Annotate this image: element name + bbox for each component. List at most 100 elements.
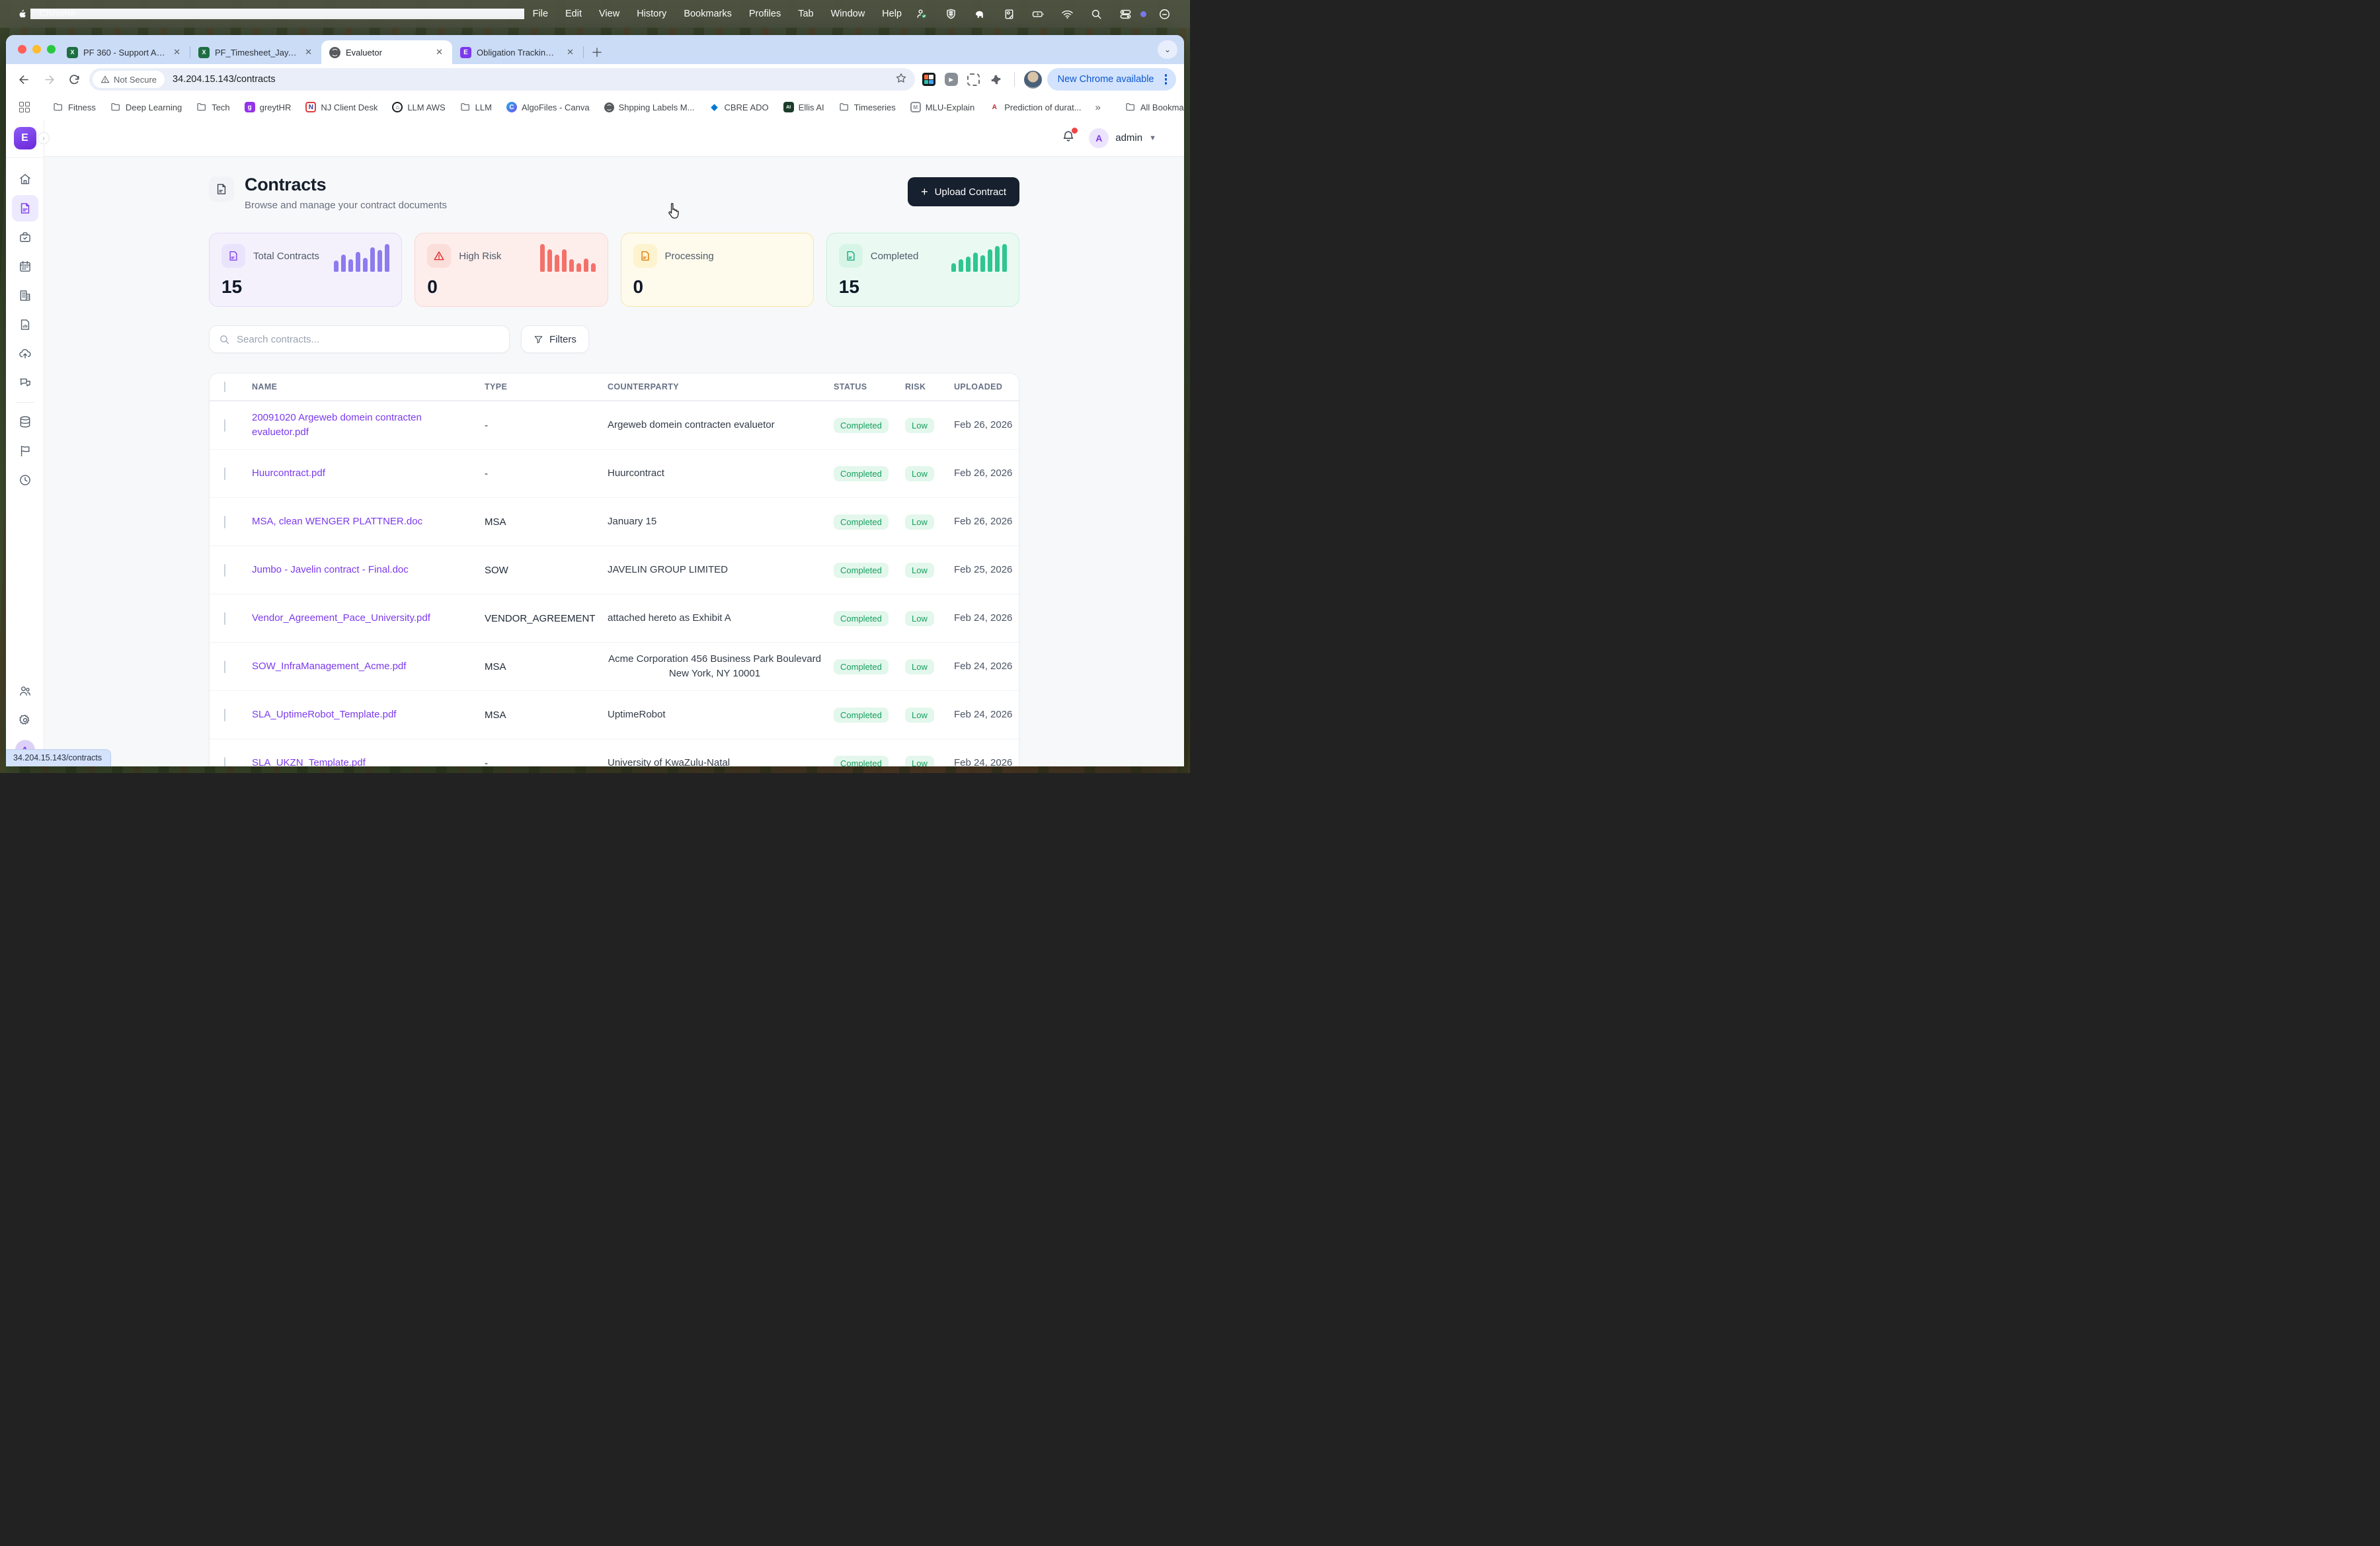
sidebar-item-reports[interactable] xyxy=(12,311,38,338)
screenshot-icon[interactable] xyxy=(998,5,1020,22)
wifi-icon[interactable] xyxy=(1056,5,1078,22)
sidebar-expand-button[interactable]: › xyxy=(38,132,50,144)
col-name[interactable]: NAME xyxy=(252,382,278,391)
row-checkbox[interactable] xyxy=(224,467,225,480)
spotlight-search-icon[interactable] xyxy=(1085,5,1107,22)
elephant-icon[interactable] xyxy=(969,5,991,22)
menu-item-view[interactable]: View xyxy=(599,9,620,19)
row-checkbox[interactable] xyxy=(224,515,225,528)
menu-item-edit[interactable]: Edit xyxy=(565,9,582,19)
table-row[interactable]: SOW_InfraManagement_Acme.pdf MSA Acme Co… xyxy=(210,643,1019,691)
bookmark-cbre-ado[interactable]: ◆ CBRE ADO xyxy=(703,99,774,115)
all-bookmarks-button[interactable]: All Bookmarks xyxy=(1119,99,1184,115)
bookmark-greythr[interactable]: g greytHR xyxy=(239,99,298,115)
menu-item-file[interactable]: File xyxy=(532,9,549,19)
teams-check-icon[interactable] xyxy=(910,5,933,22)
search-box[interactable] xyxy=(209,325,510,353)
menu-item-history[interactable]: History xyxy=(637,9,667,19)
more-menu-icon[interactable] xyxy=(1161,74,1171,85)
contract-name-link[interactable]: 20091020 Argeweb domein contracten evalu… xyxy=(252,411,422,438)
framer-extension-icon[interactable]: ▸ xyxy=(943,71,960,88)
col-type[interactable]: TYPE xyxy=(485,382,508,391)
contract-name-link[interactable]: Jumbo - Javelin contract - Final.doc xyxy=(252,563,409,575)
minimize-window-button[interactable] xyxy=(32,45,41,54)
tab-obligation-tracking[interactable]: Obligation Tracking - Never M ✕ xyxy=(452,40,583,64)
bookmark-prediction[interactable]: A Prediction of durat... xyxy=(983,99,1087,115)
page-scroll-area[interactable]: Contracts Browse and manage your contrac… xyxy=(44,157,1184,766)
close-tab-icon[interactable]: ✕ xyxy=(567,47,574,57)
url-text[interactable]: 34.204.15.143/contracts xyxy=(173,74,276,85)
maximize-window-button[interactable] xyxy=(47,45,56,54)
shield-icon[interactable] xyxy=(939,5,962,22)
row-checkbox[interactable] xyxy=(224,708,225,721)
new-tab-button[interactable]: ＋ xyxy=(591,46,603,60)
control-center-icon[interactable] xyxy=(1114,5,1136,22)
search-input[interactable] xyxy=(237,333,500,345)
sidebar-item-home[interactable] xyxy=(12,166,38,192)
focus-icon[interactable] xyxy=(1153,5,1175,22)
apple-icon[interactable] xyxy=(15,5,30,22)
contract-name-link[interactable]: SLA_UptimeRobot_Template.pdf xyxy=(252,708,397,720)
sidebar-item-history[interactable] xyxy=(12,467,38,493)
contract-name-link[interactable]: SLA_UKZN_Template.pdf xyxy=(252,756,366,766)
sidebar-item-users[interactable] xyxy=(12,678,38,704)
bookmark-nj-client-desk[interactable]: N NJ Client Desk xyxy=(299,99,383,115)
sidebar-item-database[interactable] xyxy=(12,409,38,435)
sidebar-item-settings[interactable] xyxy=(12,707,38,733)
forward-icon[interactable] xyxy=(39,69,59,89)
bookmark-algofiles-canva[interactable]: C AlgoFiles - Canva xyxy=(500,99,596,115)
contract-name-link[interactable]: Huurcontract.pdf xyxy=(252,467,325,479)
reload-icon[interactable] xyxy=(64,69,84,89)
table-row[interactable]: Jumbo - Javelin contract - Final.doc SOW… xyxy=(210,546,1019,594)
back-icon[interactable] xyxy=(14,69,34,89)
sidebar-item-flags[interactable] xyxy=(12,438,38,464)
bookmark-mlu-explain[interactable]: M MLU-Explain xyxy=(904,99,980,115)
bookmark-ellis-ai[interactable]: AI Ellis AI xyxy=(777,99,830,115)
row-checkbox[interactable] xyxy=(224,612,225,625)
notifications-button[interactable] xyxy=(1061,128,1078,147)
bookmark-fitness[interactable]: Fitness xyxy=(47,99,102,115)
row-checkbox[interactable] xyxy=(224,563,225,577)
account-menu[interactable]: A admin ▼ xyxy=(1089,128,1156,148)
bookmark-deep-learning[interactable]: Deep Learning xyxy=(104,99,188,115)
table-row[interactable]: SLA_UptimeRobot_Template.pdf MSA UptimeR… xyxy=(210,691,1019,739)
menu-item-tab[interactable]: Tab xyxy=(798,9,814,19)
col-counterparty[interactable]: COUNTERPARTY xyxy=(608,382,680,391)
upload-contract-button[interactable]: + Upload Contract xyxy=(908,177,1019,206)
contract-name-link[interactable]: SOW_InfraManagement_Acme.pdf xyxy=(252,660,407,672)
sidebar-item-upload[interactable] xyxy=(12,341,38,367)
contract-name-link[interactable]: Vendor_Agreement_Pace_University.pdf xyxy=(252,612,430,624)
address-bar[interactable]: Not Secure 34.204.15.143/contracts xyxy=(89,68,915,91)
sidebar-item-calendar[interactable] xyxy=(12,253,38,280)
bookmark-llm[interactable]: LLM xyxy=(454,99,498,115)
close-tab-icon[interactable]: ✕ xyxy=(436,47,443,57)
menu-item-chrome[interactable]: Chrome xyxy=(30,9,524,19)
bookmark-timeseries[interactable]: Timeseries xyxy=(833,99,902,115)
extensions-puzzle-icon[interactable] xyxy=(988,71,1005,88)
sidebar-item-contracts[interactable] xyxy=(11,195,38,222)
chrome-update-button[interactable]: New Chrome available xyxy=(1047,68,1176,91)
browser-profile-avatar[interactable] xyxy=(1023,70,1042,89)
close-tab-icon[interactable]: ✕ xyxy=(173,47,180,57)
tab-timesheet[interactable]: PF_Timesheet_Jay.xlsx ✕ xyxy=(190,40,321,64)
bookmark-tech[interactable]: Tech xyxy=(190,99,235,115)
col-risk[interactable]: RISK xyxy=(905,382,926,391)
row-checkbox[interactable] xyxy=(224,756,225,766)
bookmarks-overflow-icon[interactable]: » xyxy=(1095,101,1101,113)
tab-evaluetor-active[interactable]: Evaluetor ✕ xyxy=(321,40,452,64)
row-checkbox[interactable] xyxy=(224,419,225,432)
sidebar-item-chat[interactable] xyxy=(12,370,38,396)
battery-icon[interactable] xyxy=(1027,5,1049,22)
table-row[interactable]: Vendor_Agreement_Pace_University.pdf VEN… xyxy=(210,594,1019,643)
col-uploaded[interactable]: UPLOADED xyxy=(954,382,1003,391)
table-row[interactable]: 20091020 Argeweb domein contracten evalu… xyxy=(210,401,1019,450)
tab-search-button[interactable]: ⌄ xyxy=(1158,40,1177,59)
html-to-design-extension-icon[interactable] xyxy=(920,71,937,88)
select-all-checkbox[interactable] xyxy=(224,382,225,392)
sidebar-item-organizations[interactable] xyxy=(12,282,38,309)
table-row[interactable]: Huurcontract.pdf - Huurcontract Complete… xyxy=(210,450,1019,498)
col-status[interactable]: STATUS xyxy=(834,382,867,391)
table-row[interactable]: SLA_UKZN_Template.pdf - University of Kw… xyxy=(210,739,1019,766)
filters-button[interactable]: Filters xyxy=(521,325,589,353)
bookmark-shipping-labels[interactable]: Shpping Labels M... xyxy=(598,100,701,115)
